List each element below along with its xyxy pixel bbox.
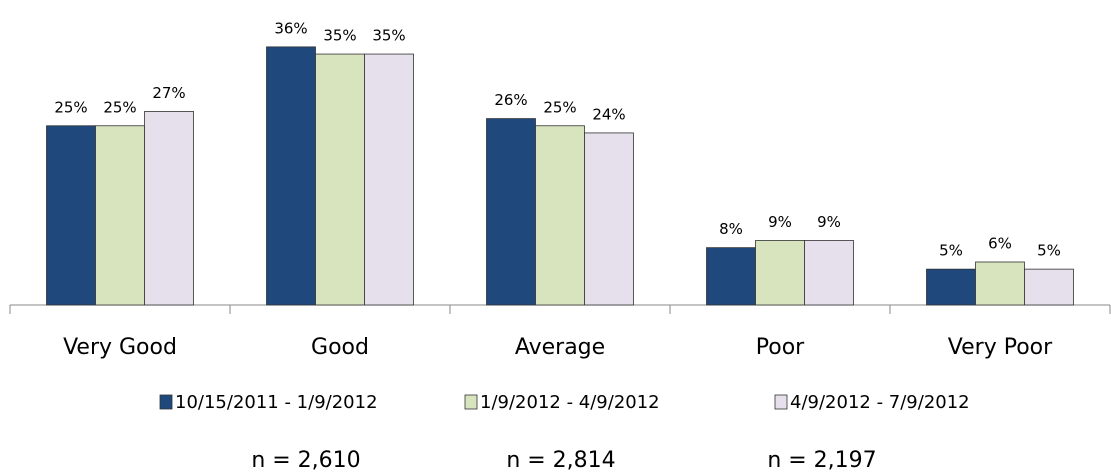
bar — [266, 46, 316, 306]
bar — [584, 132, 634, 306]
value-label: 36% — [274, 19, 307, 37]
value-label: 24% — [592, 105, 625, 123]
value-label: 8% — [719, 220, 743, 238]
bar — [486, 118, 536, 306]
bar — [144, 111, 194, 306]
bar — [755, 240, 805, 306]
bar — [1024, 268, 1074, 306]
legend-label: 1/9/2012 - 4/9/2012 — [480, 392, 660, 413]
sample-size: n = 2,197 — [767, 448, 876, 473]
sample-size: n = 2,610 — [251, 448, 360, 473]
bar — [364, 53, 414, 306]
value-label: 6% — [988, 234, 1012, 252]
x-tick-label: Very Poor — [948, 335, 1053, 360]
value-label: 25% — [543, 98, 576, 116]
bar — [706, 247, 756, 306]
value-label: 9% — [817, 213, 841, 231]
bar — [46, 125, 96, 306]
value-label: 27% — [152, 84, 185, 102]
bar — [804, 240, 854, 306]
value-label: 25% — [54, 98, 87, 116]
x-tick-label: Poor — [756, 335, 805, 360]
bar — [95, 125, 145, 306]
x-tick-label: Very Good — [63, 335, 177, 360]
legend-label: 10/15/2011 - 1/9/2012 — [175, 392, 378, 413]
value-label: 25% — [103, 98, 136, 116]
value-label: 9% — [768, 213, 792, 231]
value-label: 35% — [372, 27, 405, 45]
legend-label: 4/9/2012 - 7/9/2012 — [790, 392, 970, 413]
legend-swatch — [159, 394, 173, 410]
sample-size: n = 2,814 — [506, 448, 615, 473]
bar — [975, 261, 1025, 306]
value-label: 26% — [494, 91, 527, 109]
legend-swatch — [464, 394, 478, 410]
bar — [535, 125, 585, 306]
bar — [315, 53, 365, 306]
x-tick-label: Average — [515, 335, 605, 360]
value-label: 5% — [939, 242, 963, 260]
legend-swatch — [774, 394, 788, 410]
value-label: 35% — [323, 27, 356, 45]
value-label: 5% — [1037, 242, 1061, 260]
x-tick-label: Good — [311, 335, 369, 360]
bar — [926, 268, 976, 306]
